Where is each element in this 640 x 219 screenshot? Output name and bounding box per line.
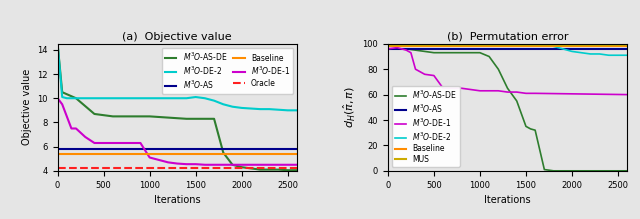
X-axis label: Iterations: Iterations [484, 195, 531, 205]
X-axis label: Iterations: Iterations [154, 195, 200, 205]
Y-axis label: Objective value: Objective value [22, 69, 32, 145]
Title: (a)  Objective value: (a) Objective value [122, 32, 232, 42]
Title: (b)  Permutation error: (b) Permutation error [447, 32, 568, 42]
Legend: $M^3O$-AS-DE, $M^3O$-DE-2, $M^3O$-AS, Baseline, $M^3O$-DE-1, Oracle: $M^3O$-AS-DE, $M^3O$-DE-2, $M^3O$-AS, Ba… [162, 48, 293, 94]
Legend: $M^3O$-AS-DE, $M^3O$-AS, $M^3O$-DE-1, $M^3O$-DE-2, Baseline, MUS: $M^3O$-AS-DE, $M^3O$-AS, $M^3O$-DE-1, $M… [392, 86, 460, 167]
Y-axis label: $d_H(\hat{\pi}, \pi)$: $d_H(\hat{\pi}, \pi)$ [341, 86, 357, 128]
